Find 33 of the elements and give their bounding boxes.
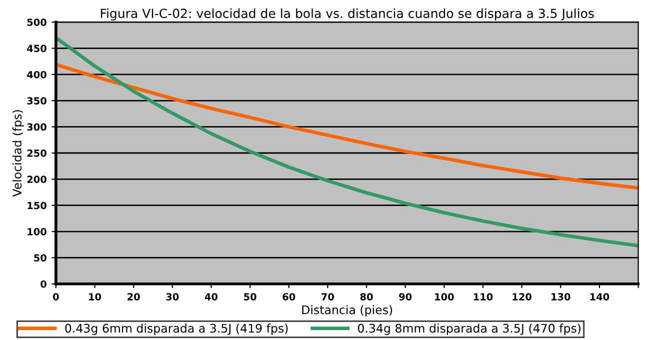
x-tick-label: 10 <box>89 293 102 300</box>
line-series <box>56 62 638 190</box>
x-tick-label: 50 <box>244 293 256 300</box>
y-tick-label: 250 <box>27 149 46 157</box>
x-tick-label: 80 <box>360 293 373 300</box>
y-tick-label: 50 <box>34 254 46 262</box>
y-tick-label: 450 <box>27 44 46 52</box>
x-tick-label: 90 <box>399 293 412 300</box>
x-axis-title: Distancia (pies) <box>302 305 392 317</box>
x-tick-label: 140 <box>590 293 610 300</box>
legend-label: 0.34g 8mm disparada a 3.5J (470 fps) <box>358 324 580 336</box>
y-tick-label: 100 <box>28 228 46 236</box>
chart-title: Figura VI-C-02: velocidad de la bola vs. distancia cuando se dispara a 3.5 Julios <box>100 8 594 21</box>
x-tick-label: 120 <box>512 293 532 300</box>
x-tick-label: 0 <box>53 293 59 300</box>
legend-label: 0.43g 6mm disparada a 3.5J (419 fps) <box>65 324 288 336</box>
x-tick-label: 60 <box>282 293 296 300</box>
line-series <box>56 36 638 248</box>
x-tick-label: 30 <box>166 293 179 300</box>
y-tick-label: 500 <box>27 18 46 26</box>
x-tick-label: 20 <box>128 293 140 300</box>
x-tick-label: 110 <box>474 293 493 300</box>
x-tick-label: 70 <box>322 293 334 300</box>
y-tick-label: 150 <box>28 202 46 210</box>
y-tick-label: 400 <box>27 70 46 78</box>
y-tick-label: 200 <box>27 176 46 184</box>
y-tick-label: 0 <box>40 280 46 288</box>
y-tick-label: 350 <box>27 97 46 104</box>
x-tick-label: 100 <box>435 293 454 300</box>
x-tick-label: 130 <box>552 293 570 300</box>
x-tick-label: 40 <box>204 293 218 300</box>
y-tick-label: 300 <box>27 123 46 131</box>
y-axis-title: Velocidad (fps) <box>12 110 24 197</box>
